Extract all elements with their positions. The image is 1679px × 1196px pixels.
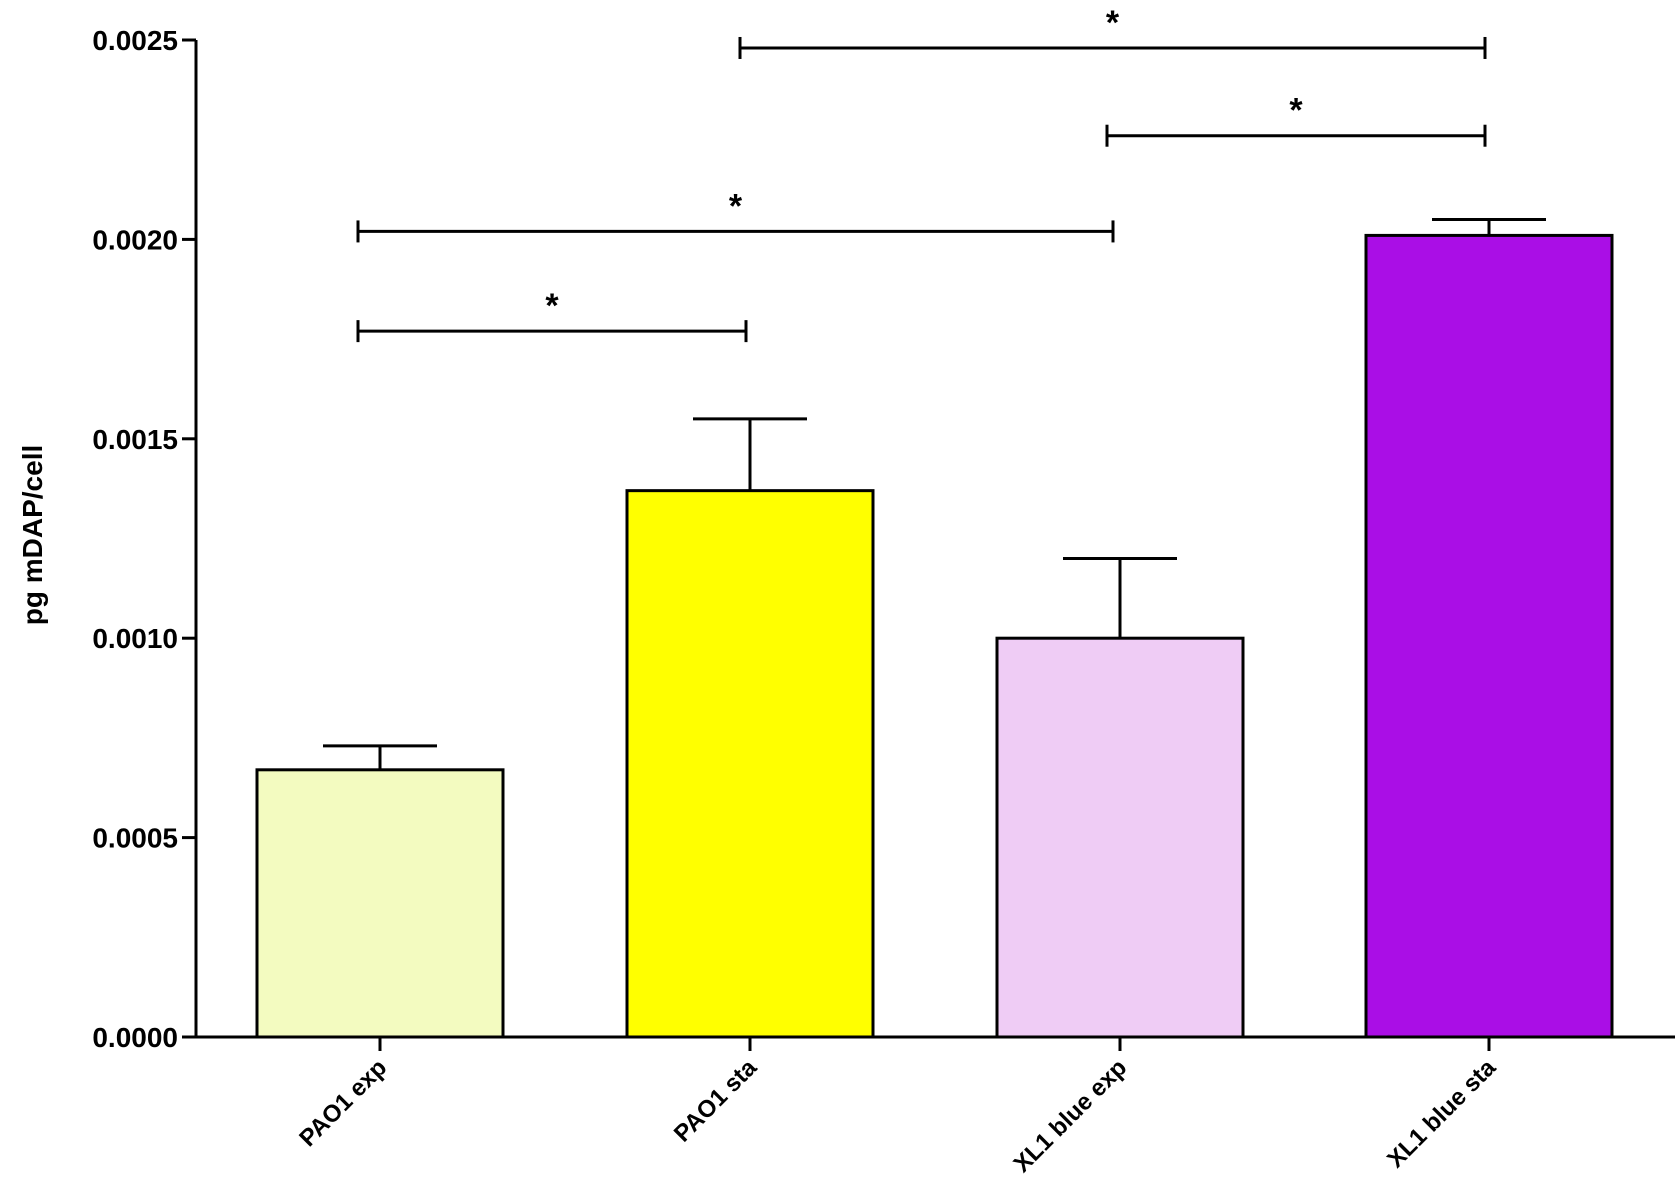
bar (625, 489, 875, 1039)
x-tick-label: PAO1 exp (294, 1054, 392, 1152)
y-tick-label: 0.0025 (92, 25, 178, 56)
y-tick-label: 0.0010 (92, 623, 178, 654)
x-tick-label: XL1 blue sta (1382, 1054, 1502, 1174)
plot-area: 0.0000 0.0005 0.0010 0.0015 0.0020 0.0025 PAO1… (92, 4, 1675, 1178)
x-tick-label: PAO1 sta (669, 1054, 763, 1148)
bar (255, 768, 505, 1039)
y-tick-label: 0.0005 (92, 823, 178, 854)
bar (995, 636, 1245, 1039)
y-axis-label: pg mDAP/cell (17, 445, 48, 625)
x-tick-label: XL1 blue exp (1008, 1054, 1132, 1178)
significance-star: * (729, 187, 743, 225)
significance-star: * (545, 287, 559, 325)
y-tick-label: 0.0020 (92, 224, 178, 255)
significance-star: * (1106, 4, 1120, 42)
y-tick-label: 0.0000 (92, 1022, 178, 1053)
bar (1364, 233, 1614, 1039)
significance-star: * (1289, 92, 1303, 130)
y-tick-label: 0.0015 (92, 424, 178, 455)
